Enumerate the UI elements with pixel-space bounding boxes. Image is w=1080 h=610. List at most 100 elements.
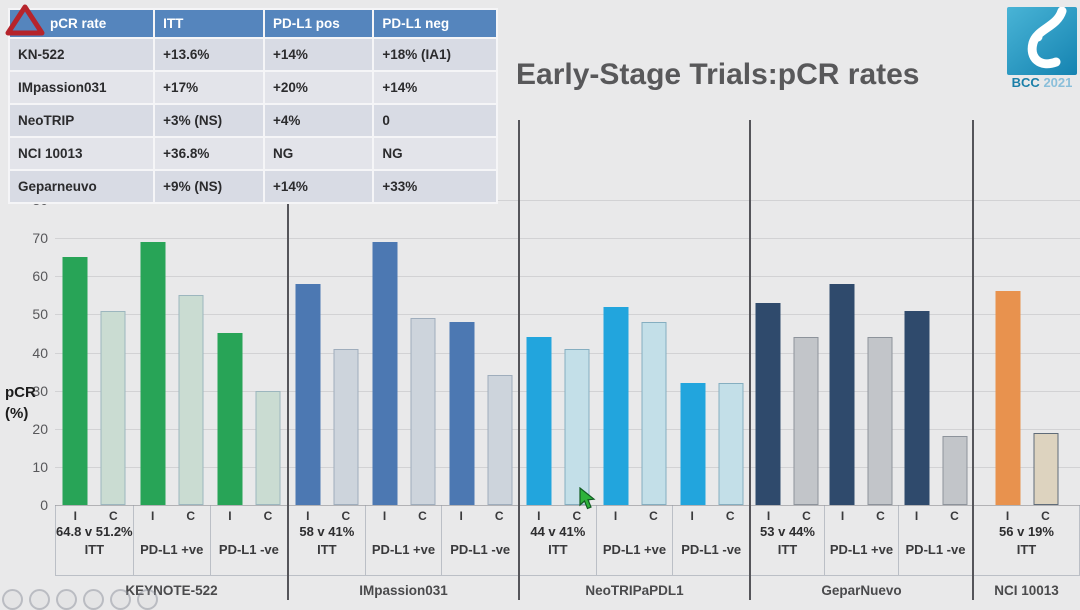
subgroup-label: ITT <box>317 542 337 557</box>
series-letter: I <box>306 509 310 523</box>
trial-name-cell: Geparneuvo <box>10 171 154 202</box>
subgroup-bars <box>519 200 596 505</box>
group-divider <box>749 120 751 600</box>
bar-immunotherapy <box>526 337 551 505</box>
series-letter: C <box>494 509 504 523</box>
trial-group-bars <box>55 200 288 505</box>
series-letter: C <box>263 509 273 523</box>
comparison-label <box>211 523 287 541</box>
series-letter: C <box>649 509 658 523</box>
series-letter: I <box>537 509 541 523</box>
group-divider <box>518 120 520 600</box>
player-control-icon[interactable] <box>56 589 77 610</box>
value-cell: 0 <box>374 105 496 136</box>
subgroup-label-cell: I C PD-L1 +ve <box>825 505 899 575</box>
series-letter: I <box>151 509 155 523</box>
bar-control <box>487 375 512 505</box>
subgroup-label: PD-L1 +ve <box>371 542 436 557</box>
bar-immunotherapy <box>829 284 855 505</box>
player-control-icon[interactable] <box>2 589 23 610</box>
series-letter: I <box>690 509 694 523</box>
subgroup-bars <box>973 200 1080 505</box>
subgroup-label-cell: I C PD-L1 -ve <box>442 505 520 575</box>
value-cell: NG <box>265 138 373 169</box>
gridline <box>55 314 1080 315</box>
subgroup-label: PD-L1 -ve <box>681 542 742 557</box>
subgroup-label: ITT <box>1016 542 1037 557</box>
subgroup-label-cell: I C 56 v 19% ITT <box>973 505 1080 575</box>
player-control-icon[interactable] <box>110 589 131 610</box>
bar-control <box>641 322 666 505</box>
y-tick-label: 50 <box>32 306 48 322</box>
bar-immunotherapy <box>449 322 474 505</box>
value-cell: +14% <box>374 72 496 103</box>
series-letter: I <box>73 509 77 523</box>
subgroup-label: ITT <box>84 542 105 557</box>
series-letter: C <box>108 509 118 523</box>
y-tick-label: 40 <box>32 345 48 361</box>
subgroup-bars <box>824 200 898 505</box>
player-control-icon[interactable] <box>83 589 104 610</box>
series-letter: I <box>228 509 232 523</box>
bar-immunotherapy <box>295 284 320 505</box>
player-control-icon[interactable] <box>29 589 50 610</box>
bar-immunotherapy <box>603 307 628 505</box>
subgroup-label: ITT <box>548 542 568 557</box>
subgroup-label-cell: I C PD-L1 -ve <box>211 505 288 575</box>
subgroup-label: ITT <box>777 542 798 557</box>
bar-control <box>410 318 435 505</box>
bar-control <box>564 349 589 505</box>
trial-group-labels: I C 64.8 v 51.2% ITT I C PD-L1 +ve I C PD-L1 -ve K… <box>55 505 288 604</box>
trial-name-cell: IMpassion031 <box>10 72 154 103</box>
subgroup-bars <box>673 200 750 505</box>
player-controls-overlay <box>2 589 158 610</box>
value-cell: +3% (NS) <box>155 105 263 136</box>
comparison-label <box>442 523 518 541</box>
series-letter: I <box>459 509 463 523</box>
subgroup-label-cell: I C 44 v 41% ITT <box>519 505 597 575</box>
ribbon-icon <box>1027 6 1067 69</box>
column-header: PD-L1 pos <box>265 10 373 37</box>
trial-name-cell: KN-522 <box>10 39 154 70</box>
bar-control <box>793 337 819 505</box>
bcc-logo: BCC 2021 <box>1006 6 1078 90</box>
subgroup-label-cell: I C 53 v 44% ITT <box>750 505 825 575</box>
comparison-label <box>134 523 210 541</box>
subgroup-label: PD-L1 -ve <box>218 542 279 557</box>
series-letter: I <box>382 509 387 523</box>
value-cell: +20% <box>265 72 373 103</box>
comparison-label: 44 v 41% <box>530 524 586 539</box>
table-row: KN-522 +13.6% +14% +18% (IA1) <box>10 39 496 70</box>
trial-group-bars <box>973 200 1080 505</box>
series-letter: C <box>876 509 885 523</box>
value-cell: +36.8% <box>155 138 263 169</box>
subgroup-label: PD-L1 -ve <box>905 542 966 557</box>
table-header-row: pCR rate ITT PD-L1 pos PD-L1 neg <box>10 10 496 37</box>
value-cell: +9% (NS) <box>155 171 263 202</box>
value-cell: +14% <box>265 171 373 202</box>
bar-immunotherapy <box>904 311 930 505</box>
subgroup-label-cell: I C PD-L1 +ve <box>134 505 211 575</box>
comparison-label <box>366 523 442 541</box>
series-letter: I <box>914 509 919 523</box>
mouse-cursor-icon <box>579 487 596 510</box>
y-axis-label: pCR (%) <box>5 384 36 422</box>
subgroup-label-cell: I C 58 v 41% ITT <box>288 505 366 575</box>
subgroup-label: PD-L1 +ve <box>602 542 667 557</box>
results-table: pCR rate ITT PD-L1 pos PD-L1 neg KN-522 +13.6… <box>8 8 498 204</box>
column-header: PD-L1 neg <box>374 10 496 37</box>
subgroup-bars <box>596 200 673 505</box>
bar-control <box>333 349 358 505</box>
trial-name-cell: NeoTRIP <box>10 105 154 136</box>
series-letter: C <box>572 509 582 523</box>
bar-immunotherapy <box>62 257 88 505</box>
comparison-label: 58 v 41% <box>299 524 355 539</box>
y-tick-label: 60 <box>32 268 48 284</box>
column-header: ITT <box>155 10 263 37</box>
y-tick-label: 0 <box>40 497 48 513</box>
subgroup-bars <box>442 200 519 505</box>
player-control-icon[interactable] <box>137 589 158 610</box>
table-row: NCI 10013 +36.8% NG NG <box>10 138 496 169</box>
comparison-label: 56 v 19% <box>999 524 1054 539</box>
slide-title: Early-Stage Trials:pCR rates <box>516 58 920 91</box>
